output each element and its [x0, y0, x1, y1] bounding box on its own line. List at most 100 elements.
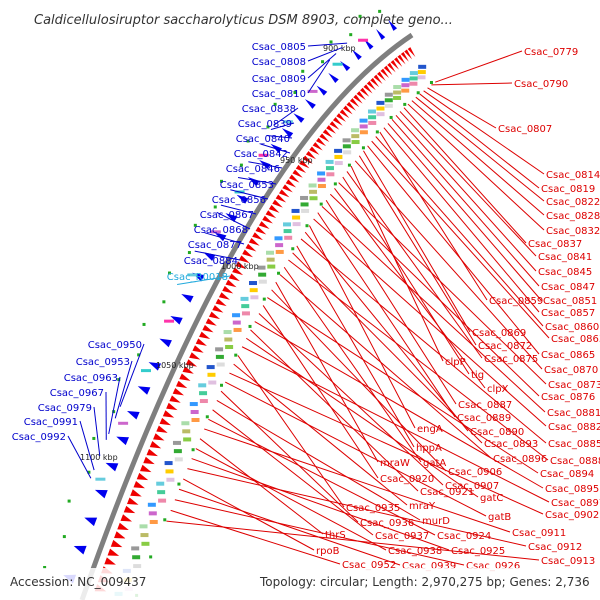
- right-gene-label[interactable]: Csac_0876: [541, 392, 595, 403]
- right-gene-label[interactable]: hppA: [416, 443, 442, 454]
- right-gene-label[interactable]: mraY: [409, 501, 436, 512]
- right-gene-label[interactable]: Csac_0863: [551, 334, 600, 345]
- right-gene-label[interactable]: Csac_0890: [470, 427, 524, 438]
- right-gene-label[interactable]: Csac_0873: [548, 380, 600, 391]
- left-gene-label[interactable]: Csac_0846: [226, 164, 280, 175]
- right-gene-label[interactable]: Csac_0895: [545, 484, 599, 495]
- left-gene-label[interactable]: Csac_0884: [184, 256, 238, 267]
- right-gene-label[interactable]: Csac_0857: [541, 308, 595, 319]
- left-connector-line: [248, 161, 283, 169]
- right-gene-label[interactable]: Csac_0952: [342, 560, 396, 571]
- left-gene-label[interactable]: Csac_0950: [88, 340, 142, 351]
- right-gene-label[interactable]: Csac_0885: [548, 439, 600, 450]
- right-gene-label[interactable]: Csac_0875: [484, 354, 538, 365]
- left-gene-label[interactable]: Csac_0838: [242, 104, 296, 115]
- right-gene-label[interactable]: Csac_0893: [484, 439, 538, 450]
- cog-category-block: [132, 555, 141, 560]
- right-gene-label[interactable]: thrS: [325, 530, 346, 541]
- right-gene-label[interactable]: Csac_0865: [541, 350, 595, 361]
- right-connector-line: [419, 93, 540, 189]
- right-gene-label[interactable]: Csac_0881: [547, 408, 600, 419]
- left-connector-line: [119, 343, 145, 407]
- right-gene-label[interactable]: Csac_0807: [498, 124, 552, 135]
- right-gene-label[interactable]: Csac_0860: [545, 322, 599, 333]
- right-gene-label[interactable]: Csac_0828: [546, 211, 600, 222]
- right-gene-label[interactable]: Csac_0925: [451, 546, 505, 557]
- right-gene-label[interactable]: gatB: [488, 512, 511, 523]
- right-gene-label[interactable]: Csac_0851: [543, 296, 597, 307]
- left-gene-label[interactable]: Csac_0953: [76, 357, 130, 368]
- right-gene-label[interactable]: Csac_0847: [541, 282, 595, 293]
- right-gene-label[interactable]: Csac_0907: [445, 481, 499, 492]
- right-gene-label[interactable]: Csac_0926: [466, 561, 520, 572]
- right-gene-label[interactable]: Csac_0870: [544, 365, 598, 376]
- left-gene-label[interactable]: Csac_0805: [252, 42, 306, 53]
- right-gene-label[interactable]: Csac_0822: [546, 197, 600, 208]
- right-gene-label[interactable]: Csac_0841: [538, 252, 592, 263]
- right-gene-label[interactable]: Csac_0920: [380, 474, 434, 485]
- left-gene-label[interactable]: Csac_0842: [234, 149, 288, 160]
- right-gene-label[interactable]: Csac_0924: [437, 531, 491, 542]
- left-gene-label[interactable]: Csac_0991: [24, 417, 78, 428]
- right-gene-label[interactable]: Csac_0889: [457, 413, 511, 424]
- right-gene-label[interactable]: Csac_0888: [550, 456, 600, 467]
- right-gene-label[interactable]: Csac_0938: [388, 546, 442, 557]
- left-gene-label[interactable]: Csac_0867: [200, 210, 254, 221]
- right-gene-label[interactable]: engA: [417, 424, 443, 435]
- reverse-cds-arrow: [228, 273, 240, 282]
- right-gene-label[interactable]: rpoB: [316, 546, 340, 557]
- right-gene-label[interactable]: murD: [422, 516, 450, 527]
- left-gene-label[interactable]: Csac_0963: [64, 373, 118, 384]
- right-gene-label[interactable]: clpX: [487, 384, 509, 395]
- right-gene-label[interactable]: Csac_0872: [478, 341, 532, 352]
- right-gene-label[interactable]: clpP: [445, 357, 466, 368]
- left-gene-label[interactable]: Csac_0808: [252, 57, 306, 68]
- right-connector-line: [292, 252, 483, 444]
- right-gene-label[interactable]: Csac_0936: [360, 518, 414, 529]
- gc-marker: [112, 410, 116, 414]
- right-gene-label[interactable]: Csac_0894: [540, 469, 594, 480]
- right-gene-label[interactable]: Csac_0814: [546, 170, 600, 181]
- right-gene-label[interactable]: Csac_0911: [512, 528, 566, 539]
- right-gene-label[interactable]: Csac_0790: [514, 79, 568, 90]
- right-gene-label[interactable]: Csac_0906: [448, 467, 502, 478]
- left-gene-label[interactable]: Csac_0877: [188, 240, 242, 251]
- right-gene-label[interactable]: Csac_0913: [541, 556, 595, 567]
- right-connector-line: [166, 520, 540, 561]
- left-gene-label[interactable]: Csac_0992: [12, 432, 66, 443]
- left-gene-label[interactable]: Csac_0810: [252, 89, 306, 100]
- left-gene-label[interactable]: Csac_0868: [194, 225, 248, 236]
- right-gene-label[interactable]: Csac_0896: [493, 454, 547, 465]
- right-gene-label[interactable]: gatC: [480, 493, 503, 504]
- left-gene-label[interactable]: Csac_0967: [50, 388, 104, 399]
- cog-category-block: [139, 524, 148, 529]
- left-gene-label[interactable]: Csac_R0018: [167, 272, 228, 283]
- right-gene-label[interactable]: Csac_0845: [538, 267, 592, 278]
- left-gene-label[interactable]: Csac_0979: [38, 403, 92, 414]
- left-gene-label[interactable]: Csac_0853: [220, 180, 274, 191]
- right-gene-label[interactable]: Csac_0897: [551, 498, 600, 509]
- right-gene-label[interactable]: Csac_0902: [545, 510, 599, 521]
- right-gene-label[interactable]: Csac_0832: [546, 226, 600, 237]
- right-gene-label[interactable]: tig: [471, 370, 484, 381]
- right-gene-label[interactable]: Csac_0937: [375, 531, 429, 542]
- cog-category-block: [325, 159, 334, 164]
- right-gene-label[interactable]: Csac_0887: [458, 400, 512, 411]
- right-gene-label[interactable]: gatA: [423, 458, 446, 469]
- right-gene-label[interactable]: Csac_0779: [524, 47, 578, 58]
- left-gene-label[interactable]: Csac_0840: [236, 134, 290, 145]
- right-gene-label[interactable]: mraW: [380, 458, 410, 469]
- right-gene-label[interactable]: Csac_0921: [420, 487, 474, 498]
- right-gene-label[interactable]: Csac_0935: [346, 503, 400, 514]
- left-gene-label[interactable]: Csac_0856: [212, 195, 266, 206]
- left-gene-label[interactable]: Csac_0809: [252, 74, 306, 85]
- right-gene-label[interactable]: Csac_0819: [541, 184, 595, 195]
- left-gene-label[interactable]: Csac_0839: [238, 119, 292, 130]
- reverse-cds-arrow: [272, 199, 283, 208]
- right-gene-label[interactable]: Csac_0859: [489, 296, 543, 307]
- right-gene-label[interactable]: Csac_0837: [528, 239, 582, 250]
- right-gene-label[interactable]: Csac_0939: [402, 561, 456, 572]
- right-gene-label[interactable]: Csac_0912: [528, 542, 582, 553]
- right-gene-label[interactable]: Csac_0869: [472, 328, 526, 339]
- right-gene-label[interactable]: Csac_0882: [548, 422, 600, 433]
